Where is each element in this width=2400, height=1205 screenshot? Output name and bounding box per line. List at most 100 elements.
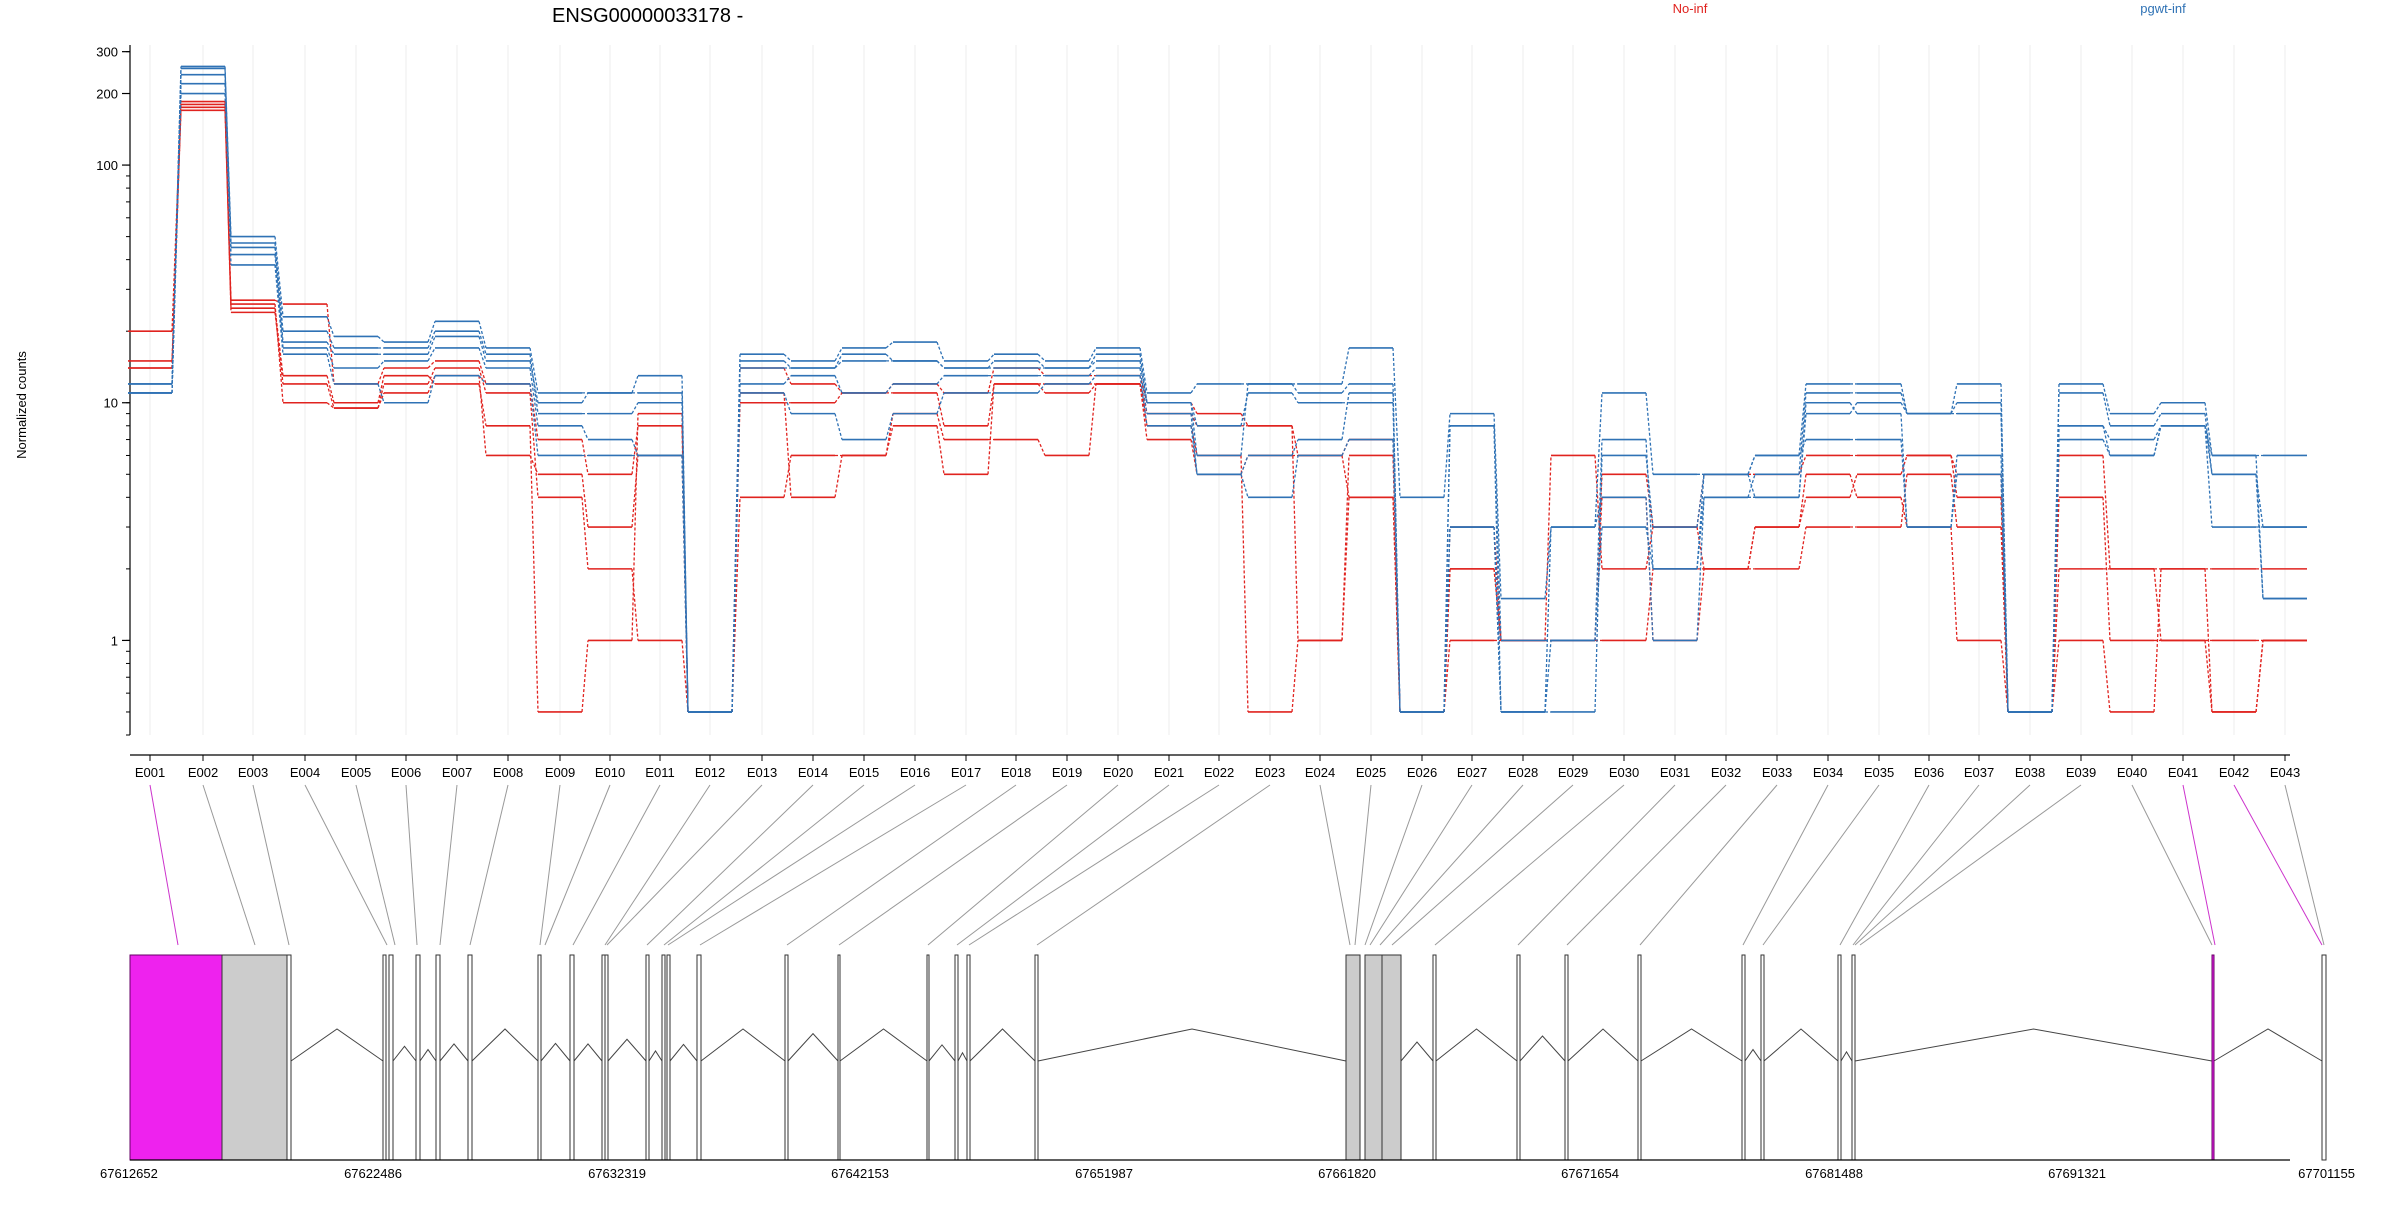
series-transition bbox=[224, 104, 232, 309]
series-line bbox=[128, 100, 2307, 713]
x-tick-label: E037 bbox=[1964, 765, 1994, 780]
series-transition bbox=[2102, 425, 2111, 440]
series-transition bbox=[1240, 383, 1249, 456]
exon-connector bbox=[667, 784, 916, 946]
series-transition bbox=[834, 413, 843, 440]
exon-box bbox=[966, 954, 971, 1161]
x-tick-label: E021 bbox=[1154, 765, 1184, 780]
coordinate-label: 67651987 bbox=[1075, 1166, 1133, 1181]
exon-connector bbox=[355, 784, 396, 946]
exon-box bbox=[1345, 954, 1361, 1161]
series-transition bbox=[2102, 383, 2111, 414]
exon-connector bbox=[405, 784, 418, 946]
series-transition bbox=[1341, 347, 1350, 385]
series-transition bbox=[427, 375, 436, 394]
series-transition bbox=[478, 336, 487, 362]
series-transition bbox=[834, 455, 843, 498]
series-transition bbox=[1037, 353, 1046, 362]
series-transition bbox=[1190, 413, 1198, 475]
legend-entry-no-inf: No-inf bbox=[1673, 1, 1708, 16]
exon-connector bbox=[1566, 784, 1727, 946]
series-transition bbox=[1291, 640, 1299, 713]
exon-connector bbox=[1762, 784, 1880, 946]
series-transition bbox=[1088, 383, 1097, 394]
intron-line bbox=[1567, 1028, 1639, 1062]
series-transition bbox=[581, 474, 589, 528]
series-transition bbox=[1696, 474, 1705, 569]
intron-line bbox=[419, 1048, 437, 1062]
series-transition bbox=[1037, 439, 1046, 456]
series-transition bbox=[2153, 568, 2162, 712]
series-transition bbox=[2153, 568, 2162, 641]
series-transition bbox=[377, 383, 385, 403]
x-tick-label: E028 bbox=[1508, 765, 1538, 780]
x-tick-label: E032 bbox=[1711, 765, 1741, 780]
series-transition bbox=[783, 360, 792, 369]
series-transition bbox=[1291, 439, 1299, 456]
intron-line bbox=[1840, 1050, 1853, 1062]
series-transition bbox=[171, 83, 182, 384]
series-transition bbox=[1037, 383, 1046, 394]
intron-line bbox=[1763, 1028, 1839, 1062]
series-transition bbox=[529, 347, 539, 394]
x-tick-label: E040 bbox=[2117, 765, 2147, 780]
exon-box bbox=[1381, 954, 1402, 1161]
series-transition bbox=[1544, 526, 1552, 599]
x-tick-label: E002 bbox=[188, 765, 218, 780]
exon-box bbox=[1837, 954, 1842, 1161]
x-tick-label: E025 bbox=[1356, 765, 1386, 780]
series-transition bbox=[731, 354, 741, 712]
x-tick-label: E041 bbox=[2168, 765, 2198, 780]
coordinate-label: 67671654 bbox=[1561, 1166, 1619, 1181]
series-transition bbox=[987, 353, 995, 362]
series-line bbox=[128, 106, 2307, 713]
series-transition bbox=[1594, 497, 1603, 641]
x-tick-label: E023 bbox=[1255, 765, 1285, 780]
series-transition bbox=[936, 383, 945, 394]
series-transition bbox=[529, 455, 539, 475]
series-transition bbox=[1645, 392, 1654, 475]
y-tick-label: 200 bbox=[96, 87, 118, 102]
x-tick-label: E013 bbox=[747, 765, 777, 780]
x-tick-label: E004 bbox=[290, 765, 320, 780]
series-transition bbox=[2153, 402, 2162, 414]
intron-line bbox=[1037, 1028, 1347, 1062]
series-line bbox=[128, 67, 2307, 713]
exon-connector bbox=[1354, 784, 1372, 946]
series-transition bbox=[1291, 455, 1299, 498]
exon-connector bbox=[1852, 784, 1980, 946]
series-transition bbox=[1139, 360, 1148, 403]
series-transition bbox=[1544, 526, 1552, 712]
series-transition bbox=[1594, 455, 1603, 712]
series-line bbox=[128, 73, 2307, 713]
series-transition bbox=[326, 347, 335, 369]
series-transition bbox=[1645, 526, 1654, 569]
series-transition bbox=[1696, 474, 1705, 528]
intron-line bbox=[439, 1043, 469, 1062]
series-transition bbox=[2000, 640, 2009, 713]
coordinate-label: 67612652 bbox=[100, 1166, 158, 1181]
exon-connector bbox=[1517, 784, 1676, 946]
series-transition bbox=[1798, 455, 1807, 475]
series-transition bbox=[2102, 455, 2111, 569]
intron-line bbox=[2213, 1028, 2323, 1062]
exon-connector bbox=[1379, 784, 1524, 946]
series-transition bbox=[681, 455, 689, 712]
series-transition bbox=[2255, 455, 2264, 599]
x-tick-label: E011 bbox=[645, 765, 674, 780]
series-transition bbox=[783, 353, 792, 362]
exon-box bbox=[388, 954, 394, 1161]
series-transition bbox=[326, 330, 335, 349]
exon-box bbox=[129, 954, 223, 1161]
series-transition bbox=[2051, 455, 2060, 712]
series-transition bbox=[377, 336, 385, 343]
series-transition bbox=[1900, 402, 1908, 414]
series-transition bbox=[1139, 375, 1148, 426]
x-tick-label: E014 bbox=[798, 765, 828, 780]
series-transition bbox=[1088, 367, 1097, 377]
series-transition bbox=[1849, 402, 1858, 414]
series-transition bbox=[1747, 474, 1756, 498]
series-transition bbox=[681, 640, 689, 713]
intron-line bbox=[1435, 1028, 1518, 1062]
intron-line bbox=[787, 1032, 839, 1062]
